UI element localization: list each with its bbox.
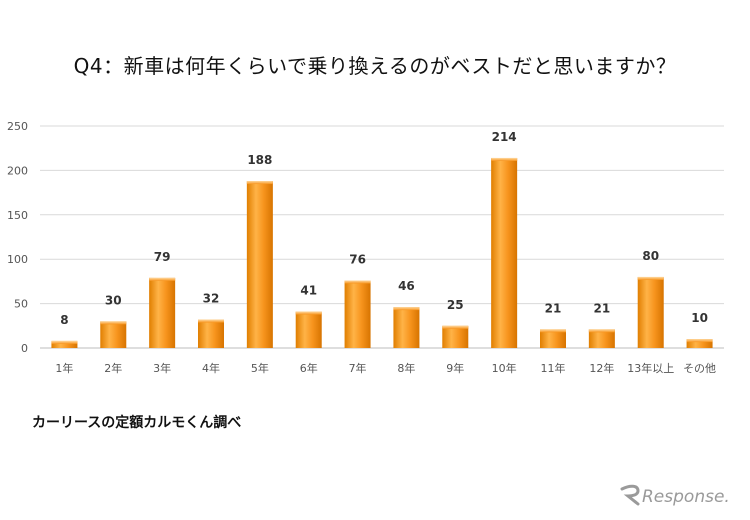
data-label: 21 (545, 301, 562, 315)
response-logo: Response. (620, 484, 730, 507)
bar-cap (637, 276, 664, 280)
y-tick-label: 50 (14, 298, 28, 311)
x-tick-label: 8年 (397, 361, 415, 375)
bar (442, 325, 469, 348)
y-tick-label: 100 (7, 253, 28, 266)
bar (198, 319, 224, 348)
x-tick-label: 9年 (446, 361, 464, 375)
data-labels: 8 30 79 32 188 41 76 46 25 214 21 21 80 10 (60, 130, 708, 327)
bar (588, 329, 615, 348)
bar-cap (51, 340, 78, 344)
bar-cap (442, 325, 469, 329)
bar-cap (246, 181, 273, 185)
bar-body (540, 329, 566, 348)
y-axis-ticks: 0 50 100 150 200 250 (7, 120, 28, 355)
x-tick-label: その他 (683, 362, 716, 375)
bar-body (491, 157, 518, 348)
data-label: 21 (594, 301, 611, 315)
x-tick-label: 6年 (300, 361, 318, 375)
x-tick-label: 1年 (55, 361, 73, 375)
bar-cap (198, 319, 224, 323)
x-tick-label: 4年 (202, 361, 220, 375)
x-tick-label: 3年 (153, 361, 171, 375)
bar-body (198, 319, 224, 348)
bar (540, 329, 566, 348)
data-label: 32 (203, 292, 220, 306)
bar (637, 276, 664, 348)
data-label: 79 (154, 250, 171, 264)
data-label: 76 (349, 253, 366, 267)
data-label: 10 (691, 311, 708, 325)
chart-title: Q4：新車は何年くらいで乗り換えるのがベストだと思いますか？ (73, 54, 677, 78)
gridlines (40, 125, 724, 349)
bar-cap (686, 339, 713, 343)
source-note: カーリースの定額カルモくん調べ (32, 415, 242, 431)
bar-body (393, 307, 420, 348)
x-axis-ticks: 1年 2年 3年 4年 5年 6年 7年 8年 9年 10年 11年 12年 13年以上 その他 (55, 361, 716, 375)
y-tick-label: 200 (7, 164, 28, 177)
bar (686, 339, 713, 348)
bar (149, 277, 176, 348)
bar-body (344, 280, 371, 348)
bar-cap (491, 157, 518, 161)
y-tick-label: 150 (7, 209, 28, 222)
bar-body (588, 329, 615, 348)
data-label: 46 (398, 279, 415, 293)
bar (393, 307, 420, 348)
bar-cap (540, 329, 566, 333)
data-label: 8 (60, 313, 68, 327)
x-tick-label: 5年 (251, 361, 269, 375)
bar-cap (295, 311, 322, 315)
data-label: 80 (642, 249, 659, 263)
bar-cap (149, 277, 176, 281)
bar-body (442, 325, 469, 348)
bar (295, 311, 322, 348)
bar-body (637, 276, 664, 348)
data-label: 25 (447, 298, 464, 312)
bar-cap (393, 307, 420, 311)
x-tick-label: 10年 (492, 361, 517, 375)
data-label: 214 (492, 130, 517, 144)
bar (344, 280, 371, 348)
bar-body (686, 339, 713, 348)
bar (51, 340, 78, 348)
x-tick-label: 7年 (349, 361, 367, 375)
data-label: 41 (300, 284, 317, 298)
bar-body (246, 181, 273, 348)
bar-cap (100, 321, 127, 325)
y-tick-label: 250 (7, 120, 28, 133)
x-tick-label: 11年 (541, 361, 566, 375)
bar (491, 157, 518, 348)
y-tick-label: 0 (21, 342, 28, 355)
x-tick-label: 13年以上 (627, 361, 674, 375)
bar (246, 181, 273, 348)
x-tick-label: 2年 (104, 361, 122, 375)
bar-body (100, 321, 127, 348)
bar-cap (588, 329, 615, 333)
bar (100, 321, 127, 348)
data-label: 188 (247, 153, 272, 167)
bar-body (295, 311, 322, 348)
bar-cap (344, 280, 371, 284)
x-tick-label: 12年 (589, 361, 614, 375)
bar-body (51, 340, 78, 348)
bars (51, 157, 713, 348)
data-label: 30 (105, 293, 122, 307)
bar-body (149, 277, 176, 348)
watermark-text: Response. (642, 487, 730, 507)
